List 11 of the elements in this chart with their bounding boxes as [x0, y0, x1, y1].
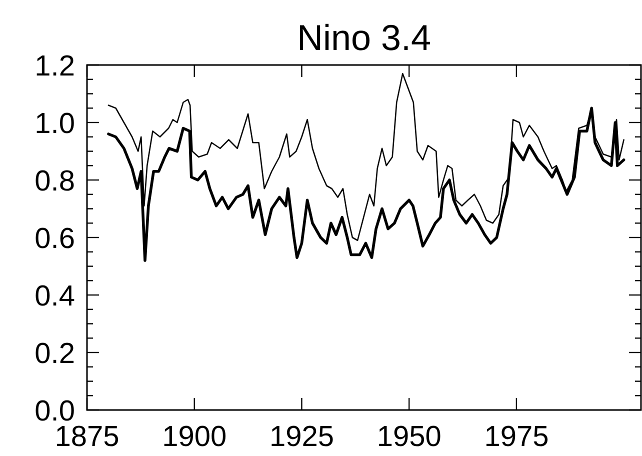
x-tick-label: 1950 — [376, 421, 442, 453]
y-tick-label: 1.0 — [34, 108, 75, 140]
chart-title: Nino 3.4 — [296, 17, 432, 58]
x-tick-label: 1975 — [484, 421, 549, 453]
y-tick-label: 0.4 — [34, 280, 75, 312]
y-tick-label: 0.2 — [34, 338, 75, 370]
y-tick-label: 0.6 — [34, 222, 75, 255]
x-tick-label: 1900 — [162, 421, 227, 453]
y-tick-label: 1.2 — [34, 50, 75, 82]
y-tick-label: 0.8 — [34, 165, 75, 198]
x-tick-label: 1925 — [269, 421, 334, 453]
